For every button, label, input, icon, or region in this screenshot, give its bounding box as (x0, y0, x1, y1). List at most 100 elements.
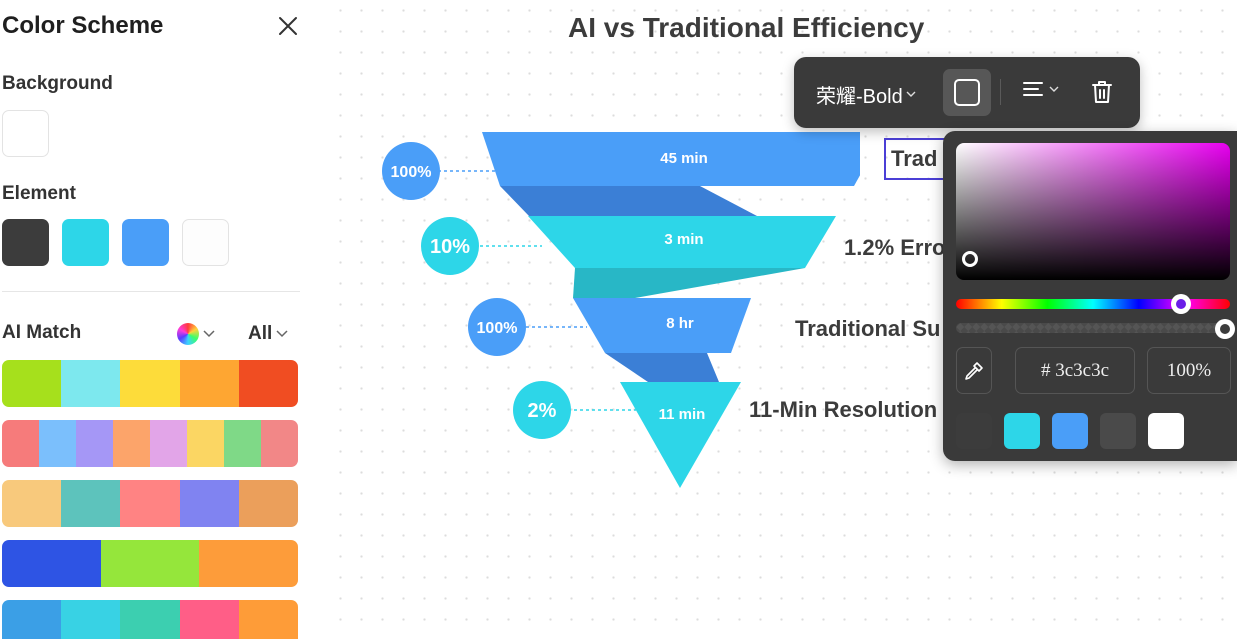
funnel-connector (573, 268, 805, 298)
preset-swatch[interactable] (1100, 413, 1136, 449)
circle-text: 10% (430, 236, 470, 258)
text-color-button[interactable] (943, 69, 991, 116)
align-icon (1023, 82, 1043, 96)
color-swatch-icon (954, 79, 980, 106)
palette-color (179, 360, 239, 407)
saturation-value-area[interactable] (956, 143, 1230, 280)
divider (2, 291, 300, 292)
opacity-slider[interactable] (956, 323, 1230, 333)
chevron-down-icon (906, 91, 916, 97)
background-swatch[interactable] (2, 110, 49, 157)
palette-color (39, 420, 76, 467)
opacity-input[interactable]: 100% (1147, 347, 1231, 394)
palette-color (238, 360, 298, 407)
preset-swatch[interactable] (1004, 413, 1040, 449)
circle-text: 100% (477, 320, 518, 337)
palette-color (61, 480, 121, 527)
palette-color (238, 480, 298, 527)
color-wheel-icon (177, 323, 199, 345)
percent-circle[interactable] (382, 142, 440, 200)
align-dropdown[interactable] (1022, 79, 1060, 99)
row-label[interactable]: Traditional Su (795, 316, 941, 341)
palette-color (61, 600, 121, 639)
text-toolbar: 荣耀-Bold (794, 57, 1140, 128)
palette-color (2, 480, 62, 527)
palette-color (120, 600, 180, 639)
segment-text: 11 min (659, 406, 706, 423)
row-label[interactable]: Trad (891, 146, 938, 171)
palette-color (120, 360, 180, 407)
palette-color (100, 540, 200, 587)
palette-color (120, 480, 180, 527)
palette-color (150, 420, 187, 467)
panel-title: Color Scheme (2, 12, 164, 39)
background-label: Background (2, 73, 113, 94)
funnel-diagram[interactable]: 100% 10% 100% 2% 45 min 3 min 8 hr 11 mi… (360, 120, 860, 500)
funnel-connector (605, 353, 719, 382)
color-scheme-panel: Color Scheme Background Element AI Match… (0, 0, 330, 639)
font-dropdown[interactable]: 荣耀-Bold (816, 80, 916, 109)
palette-color (261, 420, 298, 467)
row-label[interactable]: 11-Min Resolution (749, 397, 938, 422)
preset-swatch[interactable] (1148, 413, 1184, 449)
trash-icon[interactable] (1090, 79, 1114, 110)
element-swatch[interactable] (182, 219, 229, 266)
preset-swatch[interactable] (1052, 413, 1088, 449)
segment-text: 3 min (664, 231, 703, 248)
funnel-segment[interactable] (620, 382, 741, 488)
palette-option[interactable] (2, 420, 298, 467)
hue-thumb[interactable] (1171, 294, 1191, 314)
palette-color (2, 360, 62, 407)
palette-color (179, 480, 239, 527)
palette-color (2, 420, 39, 467)
hue-slider[interactable] (956, 299, 1230, 309)
eyedropper-button[interactable] (956, 347, 992, 394)
ai-match-label: AI Match (2, 322, 82, 343)
palette-option[interactable] (2, 600, 298, 639)
chevron-down-icon (203, 330, 215, 338)
toolbar-divider (1000, 79, 1001, 105)
circle-text: 2% (528, 400, 557, 422)
preset-swatch[interactable] (956, 413, 992, 449)
hex-input[interactable]: # 3c3c3c (1015, 347, 1135, 394)
palette-color (2, 540, 101, 587)
element-swatch[interactable] (62, 219, 109, 266)
color-wheel-dropdown[interactable] (177, 322, 215, 346)
close-icon[interactable] (274, 12, 302, 40)
segment-text: 8 hr (666, 315, 694, 332)
eyedropper-icon (965, 361, 983, 380)
palette-color (224, 420, 261, 467)
element-label: Element (2, 183, 76, 204)
palette-color (179, 600, 239, 639)
circle-text: 100% (391, 164, 432, 181)
percent-circle[interactable] (421, 217, 479, 275)
palette-option[interactable] (2, 360, 298, 407)
palette-color (113, 420, 150, 467)
filter-label: All (248, 323, 273, 344)
palette-option[interactable] (2, 480, 298, 527)
filter-dropdown[interactable]: All (248, 322, 288, 346)
element-swatch[interactable] (2, 219, 49, 266)
funnel-segment[interactable] (482, 132, 860, 186)
percent-circle[interactable] (468, 298, 526, 356)
funnel-segment[interactable] (573, 298, 751, 353)
chevron-down-icon (276, 330, 288, 338)
palette-color (61, 360, 121, 407)
palette-color (238, 600, 298, 639)
palette-color (187, 420, 224, 467)
percent-circle[interactable] (513, 381, 571, 439)
palette-color (199, 540, 298, 587)
font-label: 荣耀-Bold (816, 86, 903, 108)
palette-color (2, 600, 62, 639)
funnel-connector (500, 186, 757, 216)
color-picker-popup: # 3c3c3c 100% (943, 131, 1237, 461)
opacity-thumb[interactable] (1215, 319, 1235, 339)
chart-title[interactable]: AI vs Traditional Efficiency (568, 12, 925, 43)
row-label[interactable]: 1.2% Erro (844, 235, 946, 260)
element-swatch[interactable] (122, 219, 169, 266)
palette-option[interactable] (2, 540, 298, 587)
chevron-down-icon (1049, 86, 1059, 92)
segment-text: 45 min (660, 150, 708, 167)
funnel-segment[interactable] (528, 216, 836, 268)
saturation-thumb[interactable] (962, 251, 978, 267)
